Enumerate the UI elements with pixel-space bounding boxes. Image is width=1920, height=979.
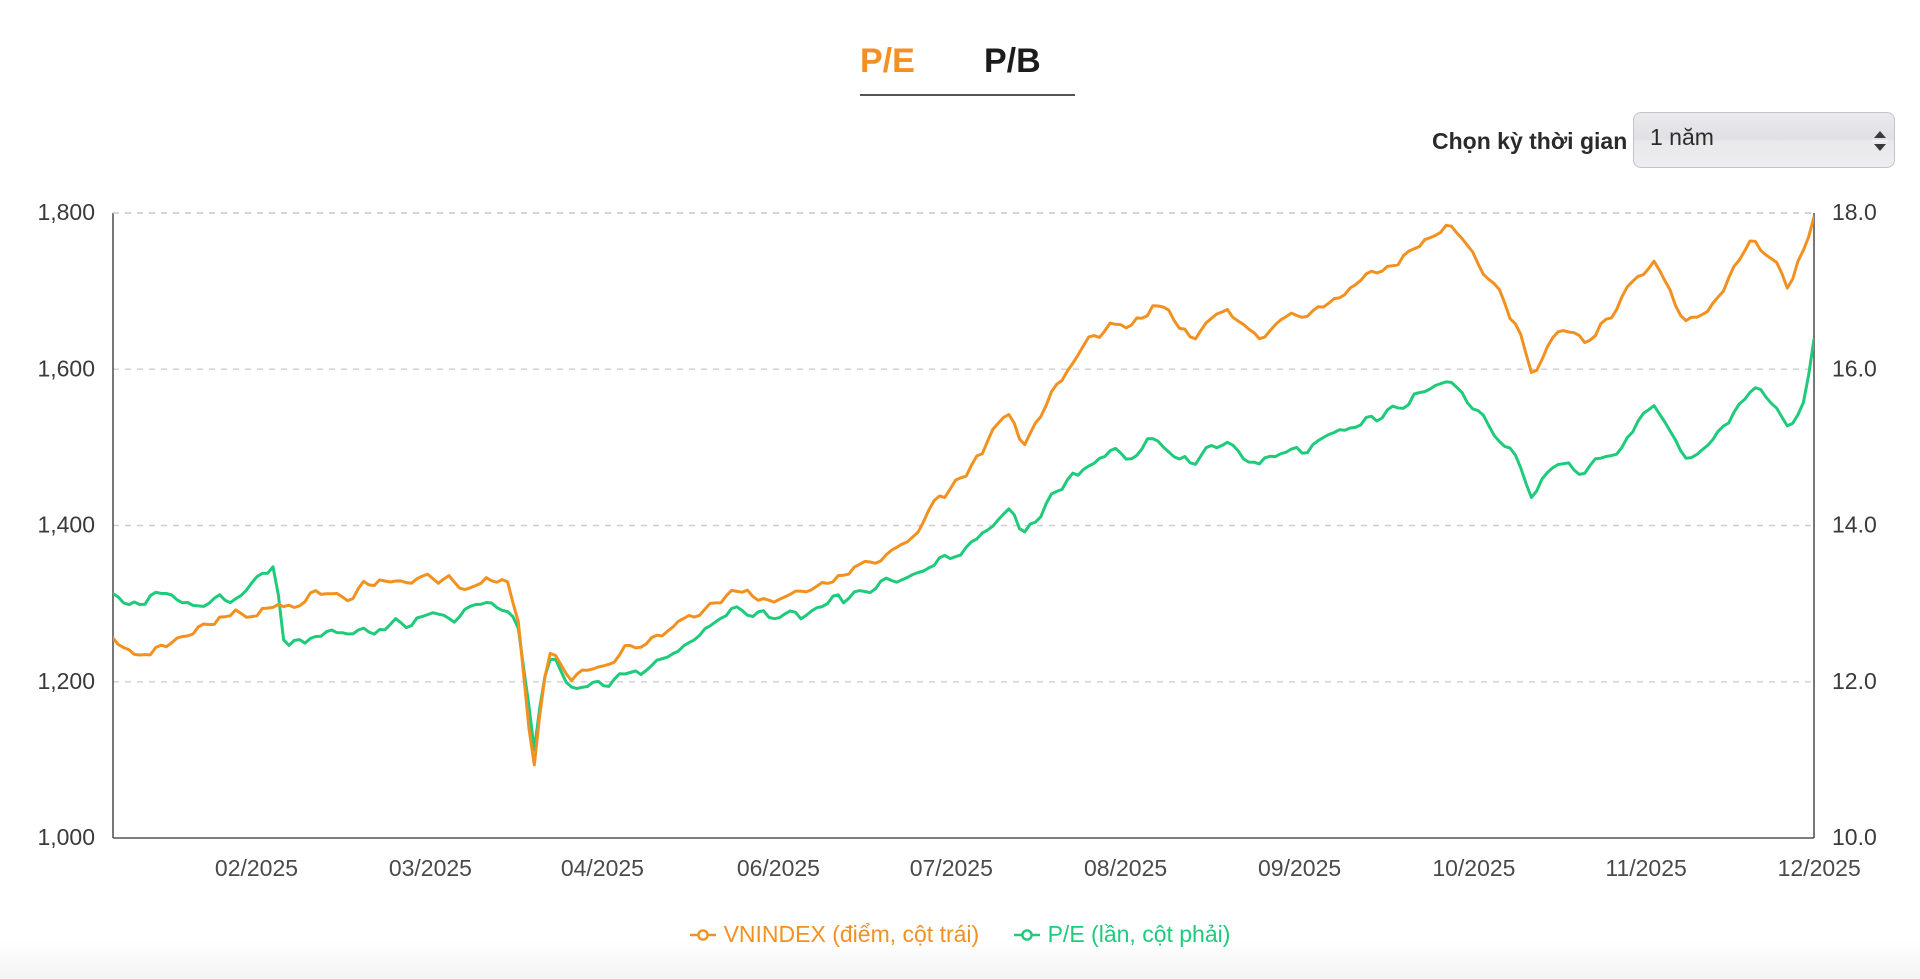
svg-text:03/2025: 03/2025 <box>389 855 472 881</box>
svg-text:08/2025: 08/2025 <box>1084 855 1167 881</box>
svg-text:07/2025: 07/2025 <box>910 855 993 881</box>
svg-text:16.0: 16.0 <box>1832 355 1877 381</box>
svg-text:12.0: 12.0 <box>1832 668 1877 694</box>
svg-text:04/2025: 04/2025 <box>561 855 644 881</box>
svg-text:1,200: 1,200 <box>37 668 95 694</box>
svg-text:10/2025: 10/2025 <box>1432 855 1515 881</box>
svg-text:18.0: 18.0 <box>1832 199 1877 225</box>
svg-text:1,000: 1,000 <box>37 824 95 850</box>
svg-text:14.0: 14.0 <box>1832 512 1877 538</box>
svg-text:1,400: 1,400 <box>37 512 95 538</box>
svg-text:11/2025: 11/2025 <box>1605 855 1686 881</box>
svg-text:06/2025: 06/2025 <box>737 855 820 881</box>
svg-text:12/2025: 12/2025 <box>1778 855 1861 881</box>
svg-text:1,800: 1,800 <box>37 199 95 225</box>
svg-text:10.0: 10.0 <box>1832 824 1877 850</box>
svg-text:1,600: 1,600 <box>37 355 95 381</box>
svg-text:09/2025: 09/2025 <box>1258 855 1341 881</box>
svg-text:02/2025: 02/2025 <box>215 855 298 881</box>
